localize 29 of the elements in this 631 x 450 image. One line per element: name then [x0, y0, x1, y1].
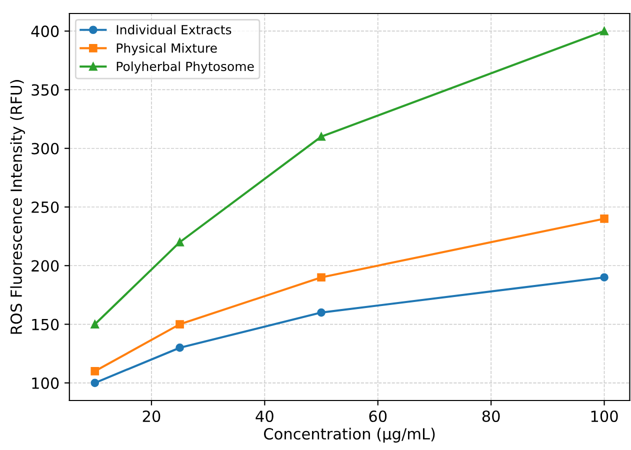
x-tick-label: 60: [369, 410, 387, 422]
point: [90, 367, 100, 376]
point: [600, 273, 608, 282]
y-tick-label: 200: [32, 260, 59, 272]
y-tick-label: 300: [32, 142, 59, 154]
y-axis-title: ROS Fluorescence Intensity (RFU): [10, 80, 25, 334]
legend-label: Physical Mixture: [116, 43, 217, 56]
point: [176, 344, 184, 352]
point: [600, 214, 608, 223]
point: [317, 308, 326, 317]
y-tick-label: 150: [32, 318, 59, 330]
legend-label: Polyherbal Phytosome: [116, 61, 254, 74]
x-axis-title: Concentration (µg/mL): [264, 428, 435, 443]
y-tick-label: 100: [32, 377, 59, 389]
x-tick-label: 80: [482, 410, 500, 422]
y-tick-label: 400: [31, 26, 59, 38]
point: [90, 320, 100, 328]
point: [317, 273, 326, 282]
x-tick-label: 40: [256, 410, 274, 422]
point: [600, 26, 608, 36]
point: [90, 378, 100, 388]
x-tick-label: 20: [142, 410, 160, 422]
point: [176, 320, 184, 328]
legend-label: Individual Extracts: [116, 24, 232, 34]
y-tick-label: 250: [32, 201, 59, 214]
point: [176, 238, 184, 246]
x-tick-label: 100: [591, 410, 618, 422]
point: [317, 132, 326, 141]
y-tick-label: 350: [32, 84, 59, 96]
